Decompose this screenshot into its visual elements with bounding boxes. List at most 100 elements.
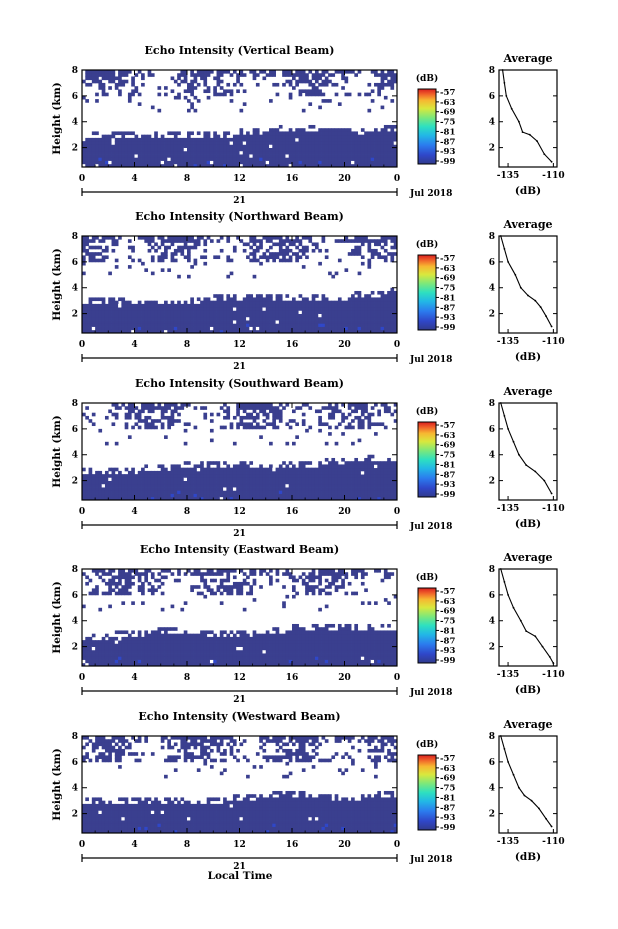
profile-point xyxy=(550,160,553,163)
profile-line xyxy=(502,69,552,163)
profile-y-tick-label: 8 xyxy=(489,732,495,742)
colorbar-tick-label: -99 xyxy=(440,656,455,666)
profile-line xyxy=(500,568,554,664)
profile-point xyxy=(499,568,502,570)
profile-y-tick-label: 8 xyxy=(489,66,495,76)
x-tick-label: 20 xyxy=(338,507,351,517)
x-tick-label: 8 xyxy=(184,840,190,850)
date-month-label: Jul 2018 xyxy=(409,189,452,199)
panel-3: Echo Intensity (Eastward Beam) 2 4 6 8 Height… xyxy=(51,543,565,705)
y-tick-label: 2 xyxy=(72,144,78,154)
colorbar-tick-label: -93 xyxy=(440,480,455,490)
panel-title: Echo Intensity (Vertical Beam) xyxy=(144,44,334,57)
panel-4: Echo Intensity (Westward Beam) 2 4 6 8 Height… xyxy=(51,710,565,872)
date-month-label: Jul 2018 xyxy=(409,688,452,698)
y-tick-label: 4 xyxy=(72,284,78,294)
colorbar-tick-label: -69 xyxy=(440,108,455,118)
x-tick-label: 12 xyxy=(233,840,246,850)
date-day-label: 21 xyxy=(233,695,246,705)
profile-y-tick-label: 2 xyxy=(489,310,495,320)
profile-y-tick-label: 6 xyxy=(489,425,495,435)
profile-point xyxy=(507,261,509,263)
colorbar-unit: (dB) xyxy=(416,406,438,417)
profile-point xyxy=(499,402,502,404)
colorbar xyxy=(417,421,437,498)
x-tick-label: 0 xyxy=(394,840,400,850)
profile-x-label: (dB) xyxy=(515,185,541,197)
x-axis-label: Local Time xyxy=(208,870,273,882)
profile-point xyxy=(507,761,509,763)
x-tick-label: 0 xyxy=(394,340,400,350)
profile-point xyxy=(552,662,555,665)
profile-y-tick-label: 2 xyxy=(489,810,495,820)
colorbar-tick-label: -93 xyxy=(440,147,455,157)
profile-point xyxy=(550,492,553,495)
profile-frame xyxy=(498,402,558,501)
profile-y-tick-label: 8 xyxy=(489,565,495,575)
y-tick-label: 6 xyxy=(72,758,78,768)
y-tick-label: 2 xyxy=(72,310,78,320)
profile-point xyxy=(534,470,537,473)
colorbar-tick-label: -57 xyxy=(440,254,455,264)
profile-y-tick-label: 8 xyxy=(489,399,495,409)
profile-x-tick-label: -135 xyxy=(497,337,520,347)
colorbar-unit: (dB) xyxy=(416,73,438,84)
colorbar-tick-label: -75 xyxy=(440,617,455,627)
profile-title: Average xyxy=(502,718,552,731)
x-tick-label: 0 xyxy=(394,673,400,683)
colorbar-unit: (dB) xyxy=(416,239,438,250)
x-tick-label: 16 xyxy=(286,840,299,850)
colorbar-tick-label: -57 xyxy=(440,421,455,431)
colorbar-tick-label: -75 xyxy=(440,784,455,794)
profile-point xyxy=(523,794,526,797)
profile-point xyxy=(550,325,553,328)
profile-line xyxy=(500,735,553,827)
x-tick-label: 8 xyxy=(184,673,190,683)
y-tick-label: 2 xyxy=(72,477,78,487)
y-tick-label: 4 xyxy=(72,118,78,128)
profile-point xyxy=(512,773,515,776)
profile-point xyxy=(519,286,522,289)
profile-x-tick-label: -110 xyxy=(542,337,565,347)
x-tick-label: 12 xyxy=(233,507,246,517)
y-tick-label: 8 xyxy=(72,565,78,575)
y-axis-label: Height (km) xyxy=(51,82,63,154)
date-day-label: 21 xyxy=(233,862,246,872)
profile-point xyxy=(503,82,506,84)
profile-line xyxy=(500,235,553,327)
y-tick-label: 8 xyxy=(72,399,78,409)
panel-0: Echo Intensity (Vertical Beam) 2 4 6 8 Height… xyxy=(51,44,565,206)
profile-point xyxy=(530,799,533,802)
x-tick-label: 12 xyxy=(233,340,246,350)
profile-x-tick-label: -135 xyxy=(497,171,520,181)
profile-x-tick-label: -110 xyxy=(542,670,565,680)
panel-title: Echo Intensity (Westward Beam) xyxy=(138,710,340,723)
y-tick-label: 6 xyxy=(72,258,78,268)
panel-2: Echo Intensity (Southward Beam) 2 4 6 8 Heigh… xyxy=(51,377,565,539)
x-tick-label: 16 xyxy=(286,507,299,517)
colorbar-tick-label: -99 xyxy=(440,823,455,833)
colorbar-tick-label: -87 xyxy=(440,137,455,147)
profile-frame xyxy=(498,735,558,834)
profile-point xyxy=(536,140,538,143)
profile-y-tick-label: 4 xyxy=(489,284,495,294)
x-tick-label: 16 xyxy=(286,174,299,184)
profile-y-tick-label: 6 xyxy=(489,258,495,268)
profile-y-tick-label: 6 xyxy=(489,758,495,768)
x-tick-label: 4 xyxy=(131,174,137,184)
profile-y-tick-label: 6 xyxy=(489,591,495,601)
y-axis-label: Height (km) xyxy=(51,748,63,820)
x-tick-label: 16 xyxy=(286,340,299,350)
profile-y-tick-label: 2 xyxy=(489,144,495,154)
panel-1: Echo Intensity (Northward Beam) 2 4 6 8 Heigh… xyxy=(51,210,565,372)
date-day-label: 21 xyxy=(233,529,246,539)
profile-x-label: (dB) xyxy=(515,518,541,530)
profile-point xyxy=(503,581,506,583)
colorbar-tick-label: -75 xyxy=(440,284,455,294)
colorbar-tick-label: -57 xyxy=(440,754,455,764)
x-tick-label: 4 xyxy=(131,840,137,850)
profile-x-tick-label: -135 xyxy=(497,504,520,514)
profile-point xyxy=(519,619,522,622)
profile-point xyxy=(505,95,508,97)
